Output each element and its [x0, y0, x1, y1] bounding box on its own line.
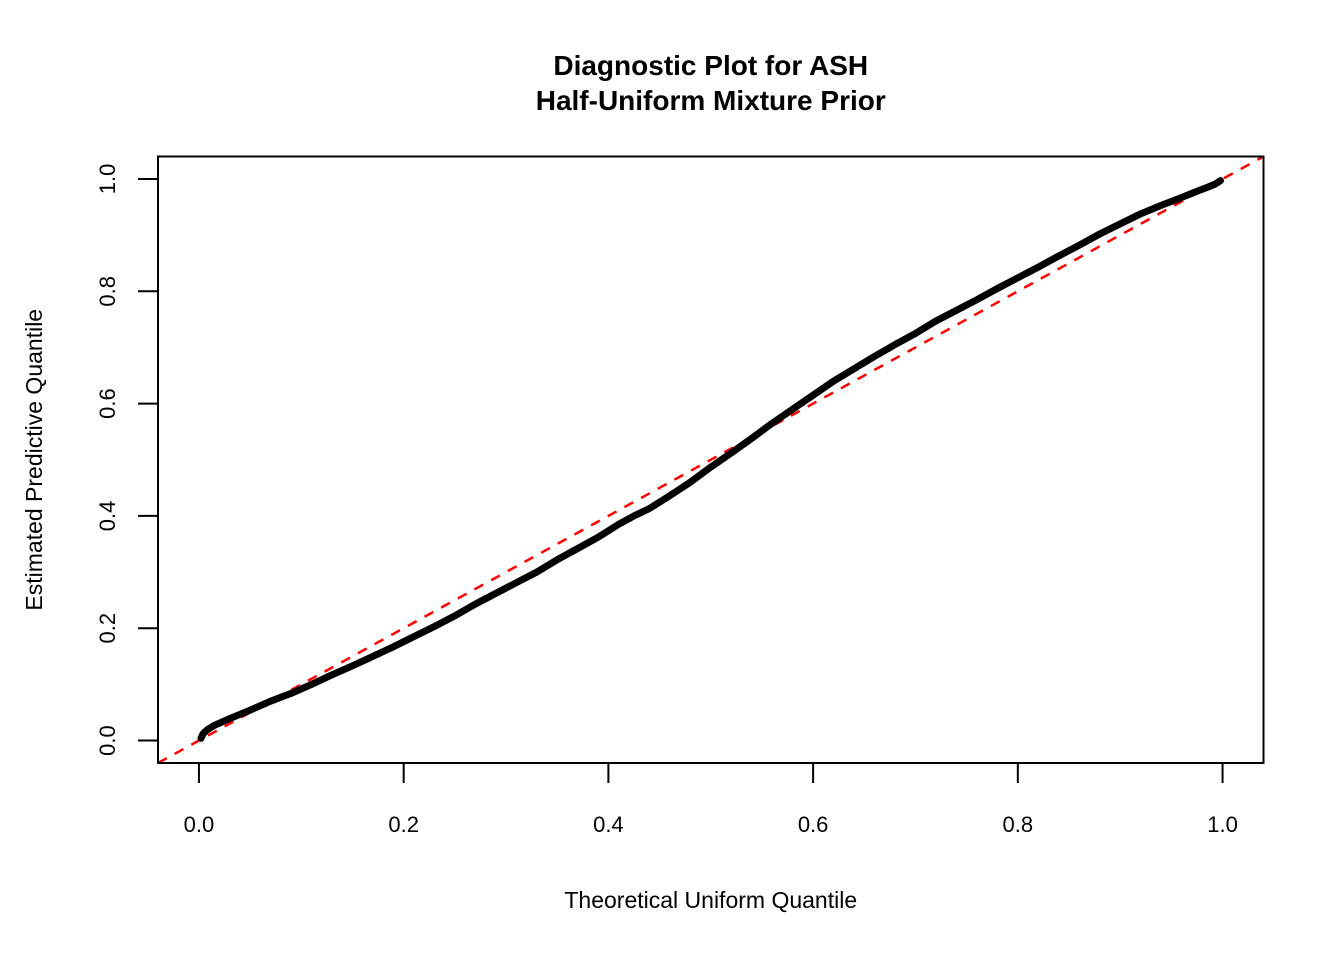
- x-axis-title: Theoretical Uniform Quantile: [564, 887, 857, 913]
- y-tick-label: 0.4: [95, 501, 120, 532]
- y-tick-label: 1.0: [95, 164, 120, 195]
- reference-diagonal-line: [157, 155, 1265, 765]
- y-tick-label: 0.8: [95, 276, 120, 307]
- y-axis-title: Estimated Predictive Quantile: [21, 309, 47, 611]
- x-tick-label: 0.8: [1003, 812, 1034, 837]
- x-tick-label: 0.6: [798, 812, 829, 837]
- quantile-curve: [197, 177, 1224, 742]
- x-tick-label: 0.4: [593, 812, 624, 837]
- chart-title-line-1: Diagnostic Plot for ASH: [553, 50, 868, 81]
- y-tick-label: 0.0: [95, 725, 120, 756]
- y-tick-label: 0.6: [95, 388, 120, 419]
- y-tick-label: 0.2: [95, 613, 120, 644]
- chart-title-line-2: Half-Uniform Mixture Prior: [536, 85, 886, 116]
- x-tick-label: 0.0: [184, 812, 215, 837]
- plot-box: [157, 155, 1265, 764]
- x-tick-label: 1.0: [1207, 812, 1238, 837]
- x-tick-label: 0.2: [388, 812, 419, 837]
